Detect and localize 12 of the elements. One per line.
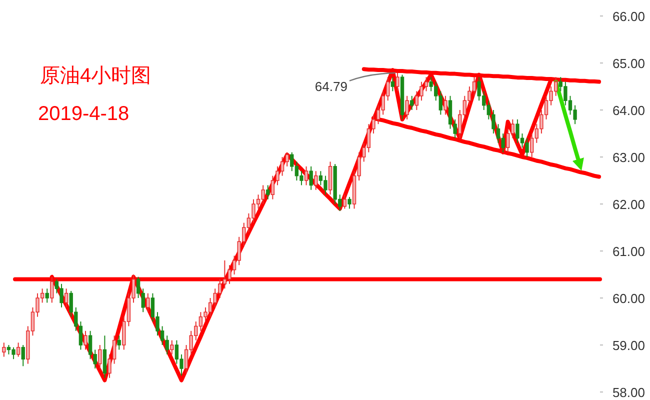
y-tick-label: 59.00 [612, 338, 645, 353]
y-tick-label: 65.00 [612, 56, 645, 71]
text: 2019-4-18 [38, 103, 130, 125]
y-tick-label: 61.00 [612, 244, 645, 259]
y-tick-label: 64.00 [612, 103, 645, 118]
y-tick-label: 63.00 [612, 150, 645, 165]
text: 原油4小时图 [40, 65, 152, 87]
y-tick-label: 66.00 [612, 9, 645, 24]
y-tick-label: 58.00 [612, 385, 645, 400]
y-tick-label: 62.00 [612, 197, 645, 212]
annotation: 64.79 [314, 78, 348, 94]
y-tick-label: 60.00 [612, 291, 645, 306]
